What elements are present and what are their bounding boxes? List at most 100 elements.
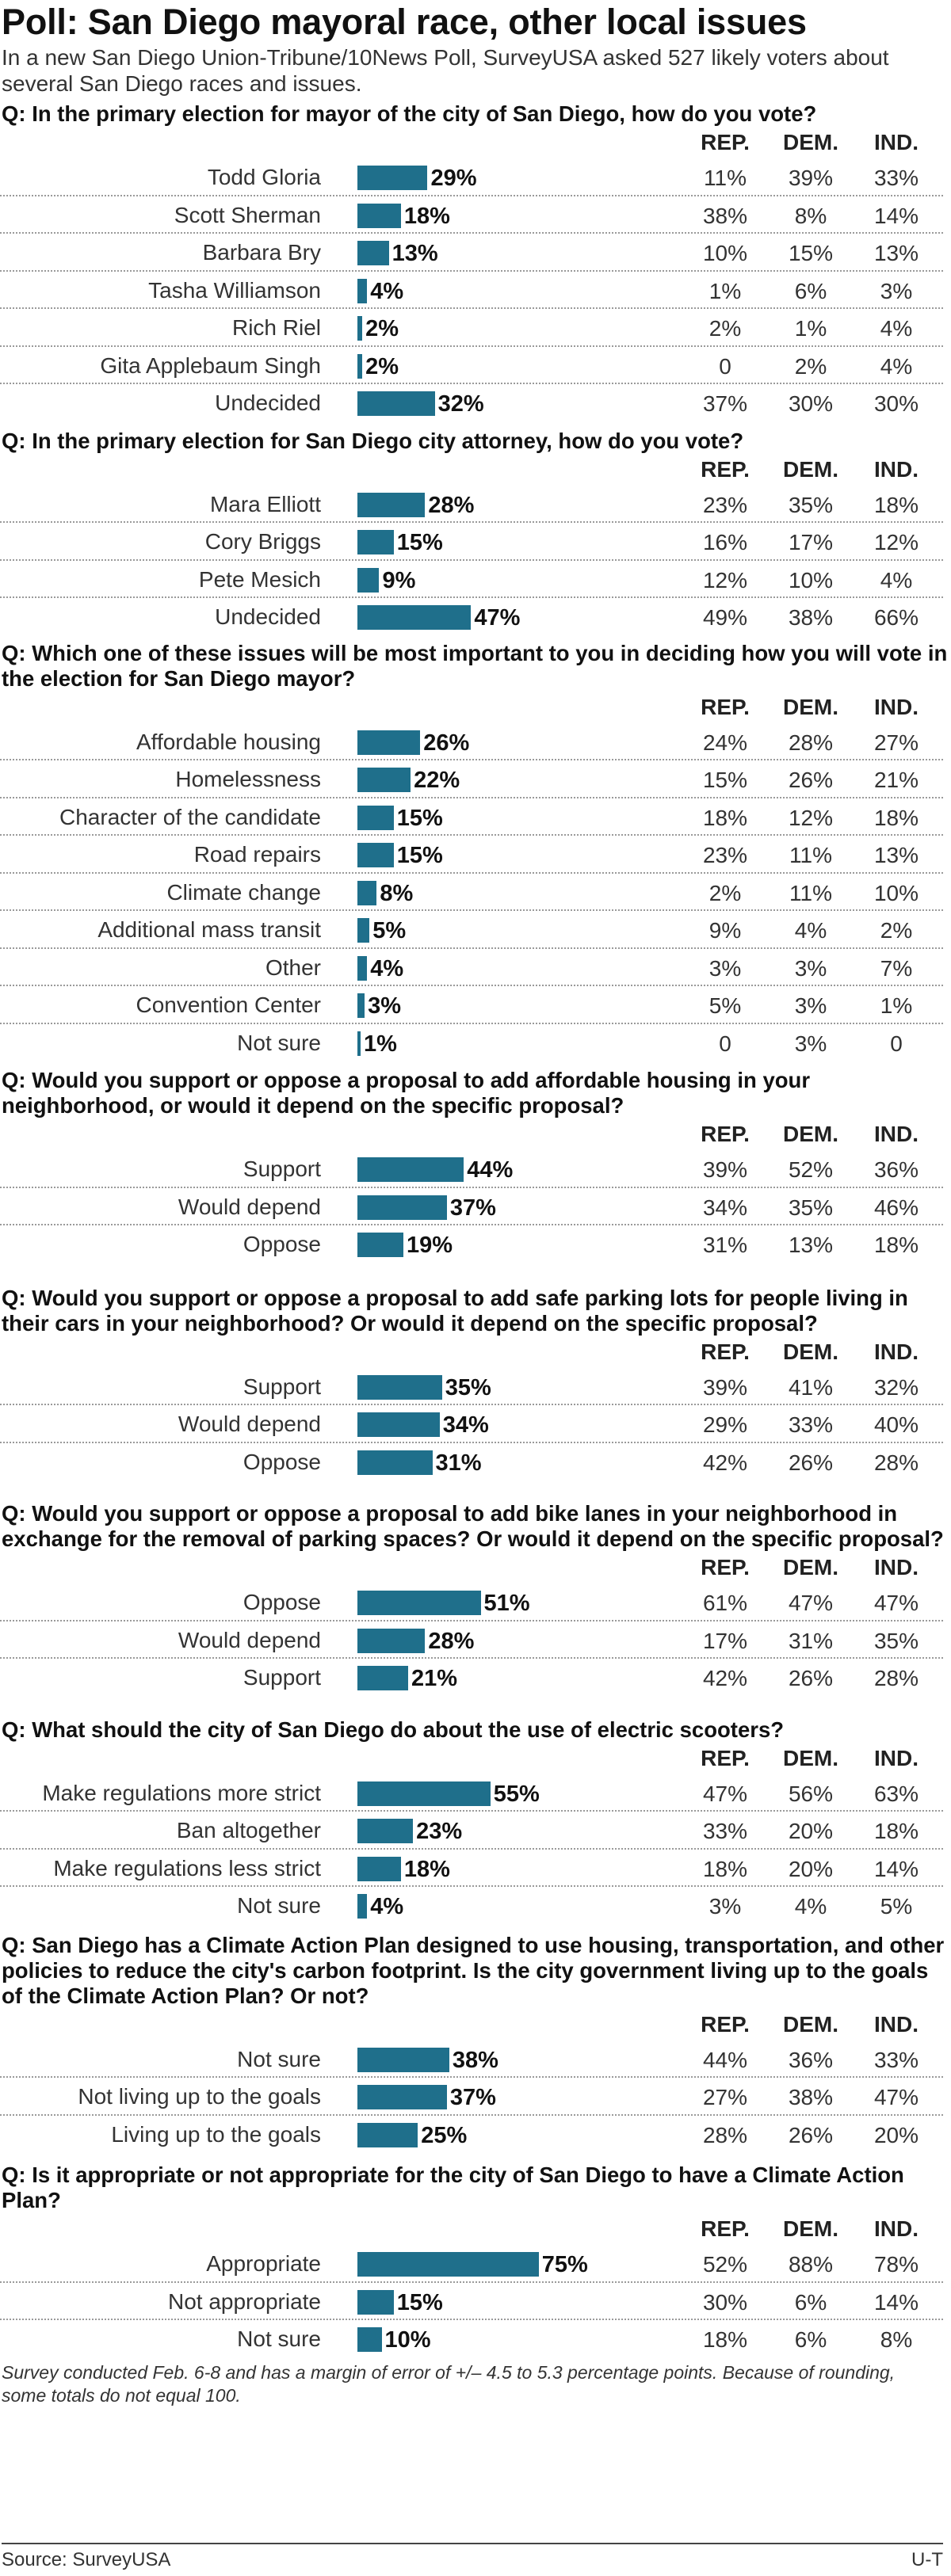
answer-row: Appropriate 75% 52% 88% 78%: [0, 2245, 951, 2283]
column-header: IND.: [874, 1555, 919, 1580]
party-value-ind: 3%: [880, 278, 913, 303]
poll-question-3: Q: Which one of these issues will be mos…: [0, 641, 951, 1062]
footnote: Survey conducted Feb. 6-8 and has a marg…: [2, 2361, 896, 2406]
bar: [357, 2327, 382, 2352]
bar-value-label: 19%: [406, 1233, 453, 1258]
bar-value-label: 55%: [493, 1781, 540, 1807]
answer-label: Tasha Williamson: [148, 277, 321, 303]
bar-value-label: 51%: [483, 1591, 530, 1616]
bar: [357, 1412, 440, 1437]
bar: [357, 316, 363, 341]
party-value-dem: 2%: [794, 353, 827, 379]
party-value-rep: 23%: [702, 492, 748, 517]
bar: [357, 880, 377, 905]
party-value-dem: 3%: [794, 1031, 827, 1056]
party-value-ind: 8%: [880, 2327, 913, 2352]
answer-row: Support 35% 39% 41% 32%: [0, 1368, 951, 1406]
party-value-dem: 12%: [788, 805, 834, 830]
party-value-ind: 78%: [873, 2252, 919, 2277]
column-header: IND.: [874, 1122, 919, 1146]
party-value-ind: 5%: [880, 1894, 913, 1919]
answer-label: Ban altogether: [176, 1818, 321, 1842]
bar-value-label: 18%: [403, 1856, 450, 1882]
party-value-ind: 18%: [873, 1819, 919, 1843]
column-header: IND.: [874, 1745, 919, 1770]
answer-label: Homelessness: [175, 767, 321, 791]
bar-value-label: 28%: [428, 492, 475, 518]
answer-row: Rich Riel 2% 2% 1% 4%: [0, 309, 951, 347]
answer-label: Would depend: [178, 1412, 321, 1436]
party-value-ind: 18%: [873, 805, 919, 830]
bar: [357, 768, 411, 792]
bar: [357, 241, 389, 265]
party-value-dem: 6%: [794, 2289, 827, 2315]
answer-label: Pete Mesich: [198, 566, 321, 592]
answer-row: Oppose 31% 42% 26% 28%: [0, 1443, 951, 1481]
party-value-ind: 36%: [873, 1157, 919, 1182]
answer-row: Pete Mesich 9% 12% 10% 4%: [0, 561, 951, 599]
party-value-dem: 26%: [788, 2122, 834, 2147]
column-header-row: REP. DEM. IND.: [0, 2213, 951, 2245]
column-header-row: REP. DEM. IND.: [0, 2009, 951, 2041]
answer-label: Support: [243, 1157, 321, 1181]
column-header-row: REP. DEM. IND.: [0, 454, 951, 486]
bar-value-label: 9%: [382, 567, 416, 593]
bar-value-label: 4%: [370, 278, 404, 304]
bar: [357, 1856, 401, 1881]
poll-question-5: Q: Would you support or oppose a proposa…: [0, 1286, 951, 1481]
bar-value-label: 15%: [396, 2289, 443, 2315]
column-header: DEM.: [783, 2011, 838, 2037]
party-value-ind: 14%: [873, 1856, 919, 1881]
answer-label: Undecided: [215, 391, 321, 415]
party-value-rep: 12%: [702, 567, 748, 593]
answer-row: Make regulations more strict 55% 47% 56% 63%: [0, 1774, 951, 1812]
party-value-rep: 17%: [702, 1628, 748, 1653]
column-header-row: REP. DEM. IND.: [0, 127, 951, 158]
poll-question-4: Q: Would you support or oppose a proposa…: [0, 1068, 951, 1263]
answer-row: Barbara Bry 13% 10% 15% 13%: [0, 234, 951, 272]
chart-sections: Q: In the primary election for mayor of …: [0, 101, 951, 2358]
party-value-rep: 2%: [708, 880, 742, 905]
answer-label: Gita Applebaum Singh: [100, 352, 321, 378]
answer-label: Oppose: [243, 1232, 321, 1256]
answer-label: Convention Center: [136, 993, 321, 1017]
party-value-rep: 31%: [702, 1233, 748, 1257]
answer-row: Undecided 32% 37% 30% 30%: [0, 384, 951, 422]
bar: [357, 2252, 539, 2277]
party-value-rep: 52%: [702, 2252, 748, 2277]
party-value-dem: 1%: [794, 316, 827, 341]
bar-value-label: 37%: [449, 1195, 496, 1221]
column-header: DEM.: [783, 1555, 838, 1580]
party-value-ind: 13%: [873, 843, 919, 867]
column-header: IND.: [874, 456, 919, 482]
question-text: Q: Which one of these issues will be mos…: [2, 640, 948, 691]
party-value-rep: 1%: [708, 278, 742, 303]
party-value-dem: 39%: [788, 166, 834, 190]
party-value-rep: 9%: [708, 918, 742, 943]
answer-row: Support 44% 39% 52% 36%: [0, 1150, 951, 1188]
bar: [357, 2289, 394, 2315]
answer-label: Support: [243, 1665, 321, 1690]
party-value-ind: 33%: [873, 2047, 919, 2072]
party-value-rep: 27%: [702, 2085, 748, 2109]
party-value-rep: 18%: [702, 1856, 748, 1881]
answer-label: Living up to the goals: [111, 2121, 321, 2147]
answer-row: Living up to the goals 25% 28% 26% 20%: [0, 2116, 951, 2154]
party-value-dem: 3%: [794, 955, 827, 981]
bar: [357, 530, 394, 554]
party-value-rep: 18%: [702, 2327, 748, 2352]
party-value-rep: 33%: [702, 1819, 748, 1843]
party-value-dem: 11%: [789, 843, 832, 867]
party-value-rep: 61%: [702, 1591, 748, 1615]
party-value-ind: 27%: [873, 730, 919, 755]
column-header: REP.: [701, 694, 750, 719]
answer-label: Oppose: [243, 1590, 321, 1614]
bar-value-label: 28%: [428, 1628, 475, 1654]
answer-row: Undecided 47% 49% 38% 66%: [0, 598, 951, 636]
infographic: Poll: San Diego mayoral race, other loca…: [0, 2, 951, 2406]
bar: [357, 2122, 418, 2147]
party-value-rep: 42%: [702, 1450, 748, 1475]
column-header: REP.: [701, 1122, 750, 1146]
party-value-dem: 35%: [788, 1195, 834, 1220]
answer-label: Road repairs: [193, 842, 321, 867]
